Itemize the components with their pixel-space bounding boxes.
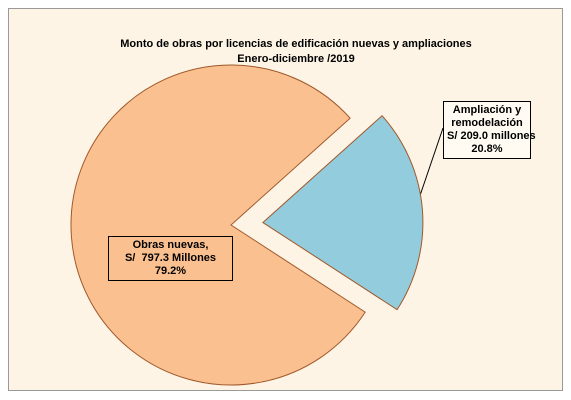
label-percent: 79.2% <box>154 265 187 277</box>
chart-title: Monto de obras por licencias de edificac… <box>120 38 472 50</box>
label-category: Obras nuevas, <box>132 239 209 251</box>
label-category: Ampliación y remodelación <box>451 104 523 129</box>
label-amount: S/ 209.0 millones <box>447 130 536 142</box>
data-label: Ampliación y remodelación S/ 209.0 millon… <box>443 101 536 159</box>
label-percent: 20.8% <box>471 143 503 155</box>
pie-slice <box>70 64 366 386</box>
chart-subtitle: Enero-diciembre /2019 <box>237 53 354 65</box>
label-amount: S/ 797.3 Millones <box>124 252 217 264</box>
data-label: Obras nuevas, S/ 797.3 Millones 79.2% <box>108 236 233 281</box>
pie-slice <box>262 115 424 311</box>
